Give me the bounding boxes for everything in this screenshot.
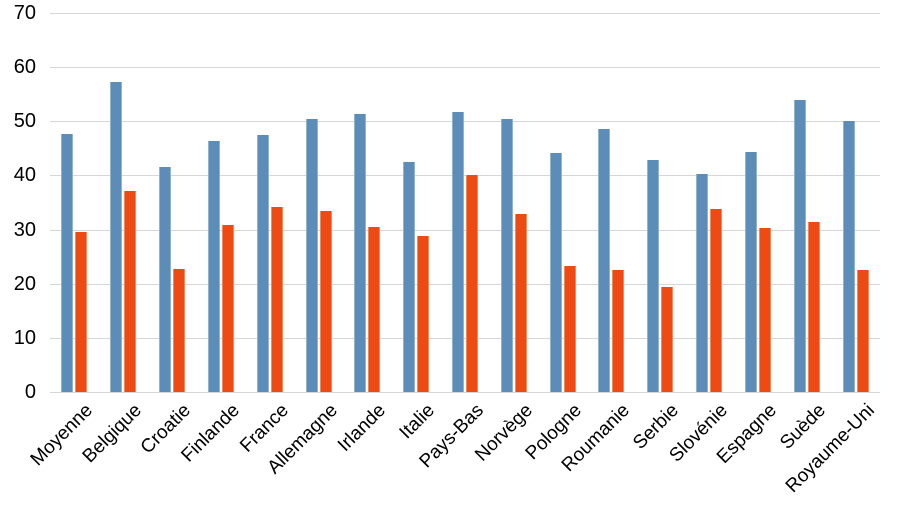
bar-orange-serbie	[661, 286, 674, 392]
bar-orange-pologne	[563, 266, 576, 392]
bar-blue-pologne	[549, 153, 562, 392]
y-axis-tick-label: 20	[13, 272, 36, 295]
bar-blue-pays-bas	[452, 112, 464, 392]
bar-blue-finlande	[207, 140, 220, 392]
x-axis-category-label: Irlande	[334, 400, 391, 456]
bar-orange-espagne	[758, 227, 771, 392]
bar-blue-allemagne	[305, 119, 318, 392]
gridline-y-40	[50, 175, 880, 177]
bar-blue-serbie	[647, 159, 660, 392]
bar-orange-moyenne	[75, 232, 88, 392]
bar-blue-slovénie	[696, 174, 709, 392]
x-axis-category-label: Italie	[395, 400, 440, 444]
bar-blue-suède	[793, 99, 806, 392]
bar-blue-roumanie	[598, 128, 611, 392]
bar-blue-france	[256, 135, 269, 392]
bar-orange-suède	[807, 221, 820, 392]
bar-orange-pays-bas	[466, 175, 478, 392]
bar-blue-italie	[403, 161, 416, 392]
bar-orange-royaume-uni	[856, 270, 869, 392]
y-axis-tick-label: 70	[13, 2, 36, 24]
gridline-y-60	[50, 67, 880, 69]
bar-blue-espagne	[744, 152, 757, 392]
gridline-y-0	[50, 392, 880, 393]
bar-orange-belgique	[124, 190, 137, 392]
y-axis-tick-label: 0	[24, 381, 36, 403]
bar-orange-roumanie	[612, 269, 625, 392]
bar-blue-moyenne	[61, 133, 74, 392]
bar-blue-norvège	[500, 119, 513, 392]
gridline-y-20	[50, 283, 880, 285]
y-axis-tick-label: 40	[13, 164, 36, 187]
bar-blue-croatie	[159, 166, 172, 392]
bar-orange-finlande	[221, 225, 234, 392]
gridline-y-30	[50, 229, 880, 231]
y-axis-tick-label: 10	[13, 326, 36, 349]
bar-blue-irlande	[354, 114, 367, 392]
bar-orange-allemagne	[319, 211, 332, 392]
bar-orange-slovénie	[710, 208, 723, 392]
bar-blue-belgique	[110, 82, 123, 392]
bar-orange-norvège	[514, 214, 527, 392]
bar-orange-irlande	[368, 226, 381, 392]
bar-orange-croatie	[173, 268, 186, 392]
gridline-y-50	[50, 121, 880, 123]
bar-orange-italie	[417, 236, 430, 392]
bar-orange-france	[270, 207, 283, 392]
gridline-y-10	[50, 337, 880, 339]
gridline-y-70	[50, 13, 880, 14]
y-axis-tick-label: 50	[13, 110, 36, 133]
y-axis-tick-label: 60	[13, 56, 36, 79]
bar-blue-royaume-uni	[842, 121, 855, 392]
y-axis-tick-label: 30	[13, 218, 36, 241]
